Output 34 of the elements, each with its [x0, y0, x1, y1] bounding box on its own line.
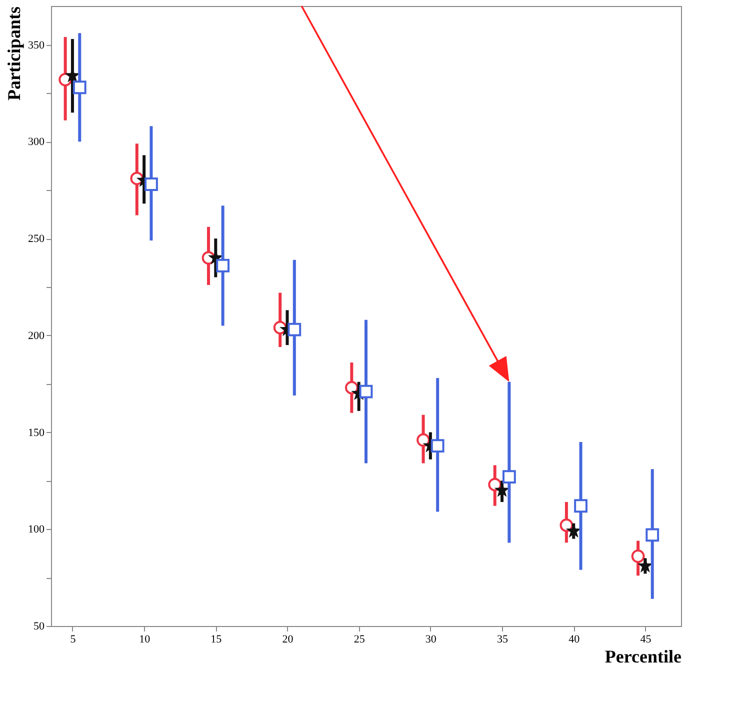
- point: [344, 381, 358, 394]
- y-axis-title: Participants: [4, 6, 24, 100]
- x-tick-label: 5: [70, 634, 76, 646]
- x-tick-label: 20: [282, 634, 294, 646]
- point: [566, 523, 582, 538]
- point: [631, 550, 645, 563]
- x-tick-label: 40: [568, 634, 580, 646]
- point: [502, 470, 516, 484]
- point: [216, 258, 230, 272]
- point: [488, 478, 502, 492]
- x-tick-label: 45: [640, 634, 652, 646]
- x-axis-title: Percentile: [604, 646, 682, 666]
- point: [430, 439, 444, 453]
- x-tick-label: 35: [497, 634, 509, 646]
- point: [646, 528, 660, 542]
- y-tick-label: 300: [28, 136, 45, 148]
- point: [560, 518, 574, 532]
- y-tick-label: 350: [28, 39, 45, 52]
- y-tick-label: 200: [28, 330, 45, 342]
- y-tick-label: 150: [28, 426, 45, 439]
- x-tick-label: 30: [425, 634, 437, 646]
- point: [416, 433, 430, 447]
- x-tick-label: 10: [139, 634, 151, 646]
- x-tick-label: 15: [210, 634, 222, 646]
- y-tick-label: 100: [28, 524, 45, 536]
- point: [359, 384, 373, 398]
- point: [288, 322, 302, 336]
- point: [72, 80, 86, 94]
- y-tick-label: 50: [34, 620, 45, 632]
- x-tick-label: 25: [354, 634, 366, 646]
- point: [574, 499, 588, 513]
- y-tick-label: 250: [28, 233, 45, 245]
- point: [144, 178, 158, 191]
- point: [638, 558, 653, 572]
